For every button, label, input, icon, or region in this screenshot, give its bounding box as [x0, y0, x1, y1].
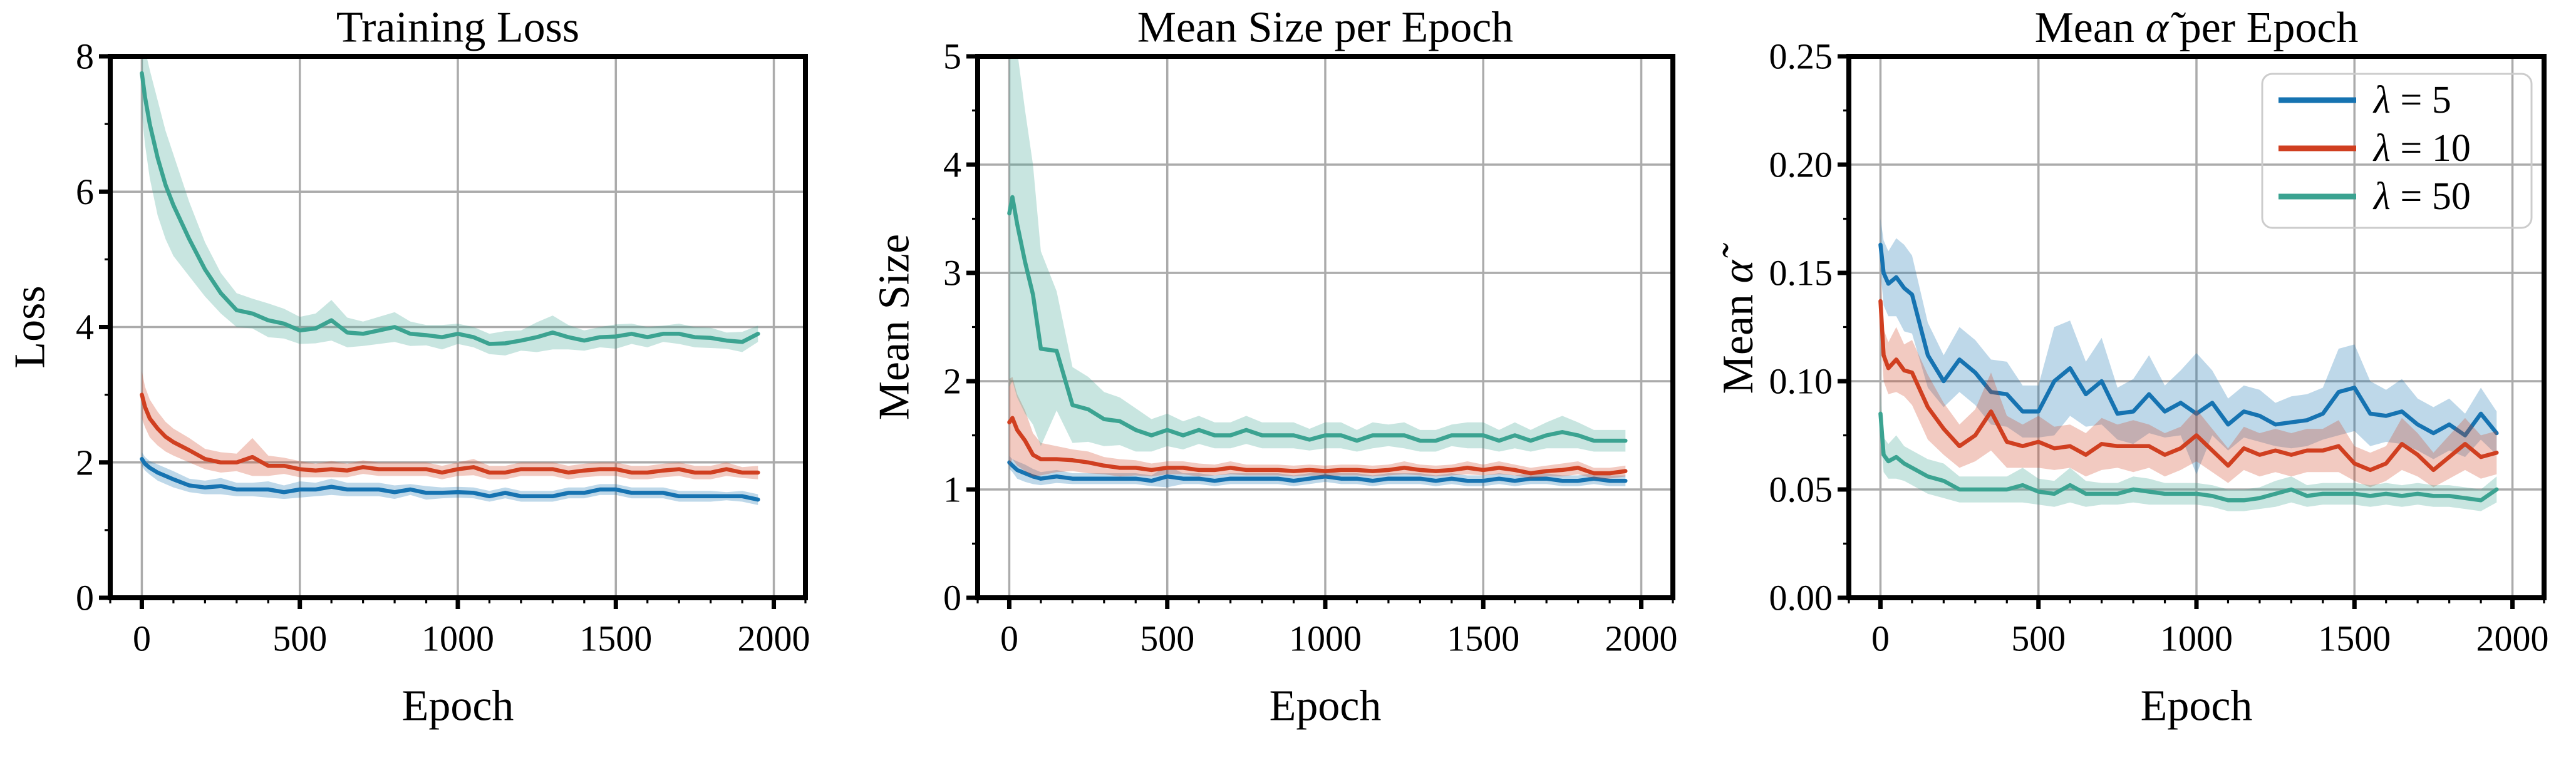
series-line-lambda-5: [1878, 242, 2499, 438]
x-tick-label: 2000: [2476, 618, 2549, 659]
plot-title: Mean Size per Epoch: [1137, 4, 1514, 52]
y-tick-label: 1: [943, 469, 961, 510]
series-line-lambda-10: [1878, 299, 2499, 473]
subplot-2: 0 500 1000 1500 2000 0 1 2 3 4 5 Mean Size per Epoc…: [871, 4, 1678, 730]
series-band-lambda-10: [142, 371, 758, 479]
legend-label-lambda10: λ = 10: [2372, 127, 2471, 170]
series-band-lambda-10: [1880, 275, 2497, 488]
x-axis-label: Epoch: [2141, 682, 2253, 730]
series-line-lambda-50: [140, 71, 760, 346]
y-tick-label: 0.20: [1769, 145, 1833, 185]
x-tick-label: 0: [133, 618, 151, 659]
x-tick-label: 1000: [1289, 618, 1362, 659]
x-tick-label: 1000: [2160, 618, 2233, 659]
series-line-lambda-10: [1007, 416, 1628, 476]
plot-title: Training Loss: [336, 4, 579, 52]
x-tick-label: 1000: [422, 618, 494, 659]
legend-label-lambda5: λ = 5: [2372, 79, 2451, 121]
y-tick-label: 2: [76, 442, 94, 483]
y-tick-label: 0: [76, 578, 94, 618]
x-tick-label: 0: [1871, 618, 1890, 659]
series-band-lambda-50: [1880, 392, 2497, 511]
axes-frame: [108, 54, 808, 600]
y-tick-label: 0.05: [1769, 469, 1833, 510]
y-tick-label: 0.10: [1769, 361, 1833, 402]
x-tick-label: 1500: [2318, 618, 2391, 659]
legend: λ = 5 λ = 10 λ = 50: [2261, 73, 2533, 229]
axes-frame: [975, 54, 1675, 600]
y-tick-label: 0.00: [1769, 578, 1833, 618]
legend-box: [2261, 73, 2533, 229]
series-line-lambda-5: [140, 457, 760, 502]
series-line-lambda-10: [140, 392, 760, 475]
y-axis-label: Mean Size: [871, 234, 919, 420]
plot-area: [1878, 218, 2499, 511]
y-tick-label: 4: [76, 307, 94, 347]
x-tick-label: 500: [272, 618, 327, 659]
subplot-3: 0 500 1000 1500 2000 0.00 0.05 0.10 0.15 0.20 0.25…: [1714, 4, 2549, 730]
y-tick-label: 4: [943, 145, 961, 185]
x-tick-label: 500: [1140, 618, 1194, 659]
x-axis-label: Epoch: [402, 682, 514, 730]
series-line-lambda-50: [1007, 195, 1628, 443]
y-tick-label: 0.25: [1769, 36, 1833, 77]
x-axis-label: Epoch: [1270, 682, 1382, 730]
plot-area: [1007, 56, 1628, 488]
axes-frame: [1846, 54, 2547, 600]
y-tick-label: 2: [943, 361, 961, 402]
x-tick-label: 1500: [579, 618, 652, 659]
x-tick-label: 500: [2011, 618, 2066, 659]
subplot-1: 0 500 1000 1500 2000 0 2 4 6 8 Training Loss Epoch L…: [6, 4, 810, 730]
series-line-lambda-50: [1878, 411, 2499, 503]
y-tick-label: 3: [943, 253, 961, 294]
y-tick-label: 0: [943, 578, 961, 618]
y-tick-label: 8: [76, 36, 94, 77]
y-axis-label: Mean α̃: [1714, 243, 1762, 394]
x-tick-label: 2000: [738, 618, 810, 659]
y-tick-label: 6: [76, 172, 94, 212]
x-tick-label: 0: [1000, 618, 1018, 659]
legend-label-lambda50: λ = 50: [2372, 175, 2471, 218]
x-tick-label: 1500: [1447, 618, 1519, 659]
series-line-lambda-5: [1007, 460, 1628, 483]
y-tick-label: 5: [943, 36, 961, 77]
plot-area: [140, 56, 760, 505]
y-axis-label: Loss: [6, 285, 54, 368]
x-tick-label: 2000: [1605, 618, 1678, 659]
plot-title: Mean α̃ per Epoch: [2035, 4, 2359, 52]
y-tick-label: 0.15: [1769, 253, 1833, 294]
series-band-lambda-50: [1009, 56, 1626, 452]
